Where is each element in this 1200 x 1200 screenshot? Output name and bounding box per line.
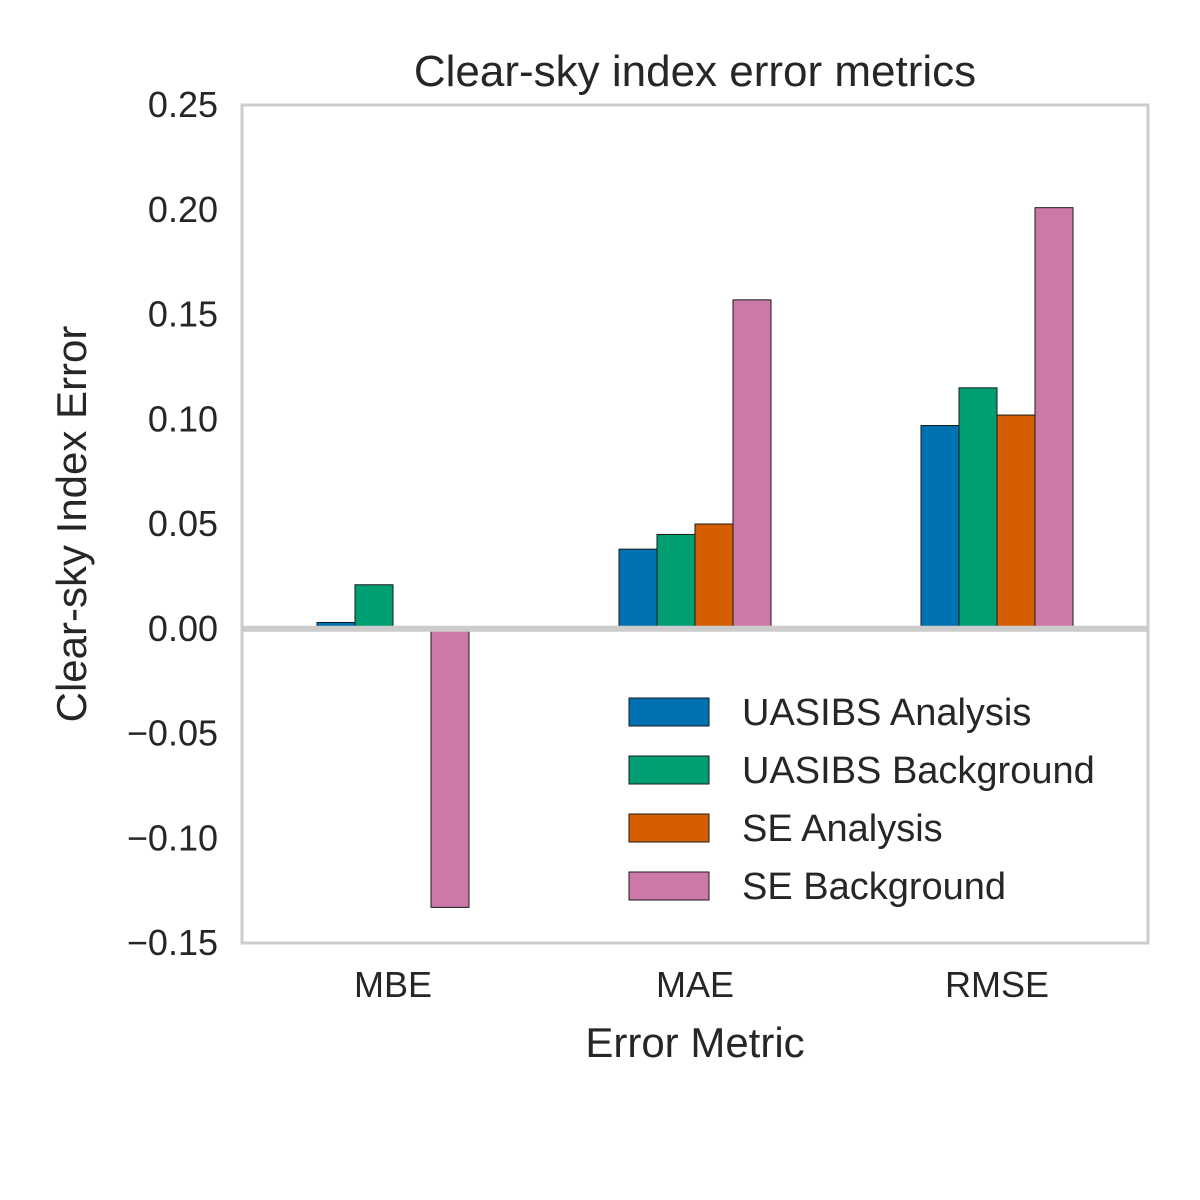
legend-swatch-uasibs-analysis (628, 697, 710, 727)
bar-mae-uasibs-analysis (618, 548, 658, 630)
x-tick-label: RMSE (945, 964, 1049, 1005)
bars-group (316, 207, 1074, 908)
chart-title: Clear-sky index error metrics (414, 47, 976, 96)
y-tick-label: 0.20 (148, 189, 218, 230)
bar-mae-se-background (732, 299, 772, 630)
legend-label: UASIBS Analysis (742, 692, 1031, 734)
bar-rmse-uasibs-analysis (920, 425, 960, 630)
y-tick-label: 0.10 (148, 398, 218, 439)
bar-rmse-se-analysis (996, 414, 1036, 630)
bar-mbe-se-background (430, 628, 470, 908)
plot-frame (240, 103, 1150, 945)
bar-rmse-se-background (1034, 207, 1074, 630)
legend: UASIBS Analysis UASIBS Background SE Analy… (628, 692, 1095, 908)
bar-mae-se-analysis (694, 523, 734, 630)
legend-label: SE Background (742, 866, 1006, 908)
bar-mbe-uasibs-background (354, 584, 394, 630)
legend-swatch-se-analysis (628, 813, 710, 843)
y-tick-label: 0.00 (148, 608, 218, 649)
y-tick-labels: −0.15 −0.10 −0.05 0.00 0.05 0.10 0.15 0.20 0.25 (127, 84, 218, 963)
legend-swatch-se-background (628, 871, 710, 901)
y-tick-label: 0.15 (148, 294, 218, 335)
y-tick-label: 0.05 (148, 503, 218, 544)
x-tick-label: MBE (354, 964, 432, 1005)
y-tick-label: −0.15 (127, 922, 218, 963)
legend-label: UASIBS Background (742, 750, 1095, 792)
y-tick-label: −0.05 (127, 713, 218, 754)
legend-label: SE Analysis (742, 808, 943, 850)
x-axis-label: Error Metric (585, 1019, 804, 1066)
legend-swatch-uasibs-background (628, 755, 710, 785)
y-tick-label: −0.10 (127, 817, 218, 858)
y-axis-label: Clear-sky Index Error (48, 326, 95, 723)
x-tick-labels: MBE MAE RMSE (354, 964, 1049, 1005)
bar-mae-uasibs-background (656, 533, 696, 630)
x-tick-label: MAE (656, 964, 734, 1005)
y-tick-label: 0.25 (148, 84, 218, 125)
bar-rmse-uasibs-background (958, 387, 998, 630)
